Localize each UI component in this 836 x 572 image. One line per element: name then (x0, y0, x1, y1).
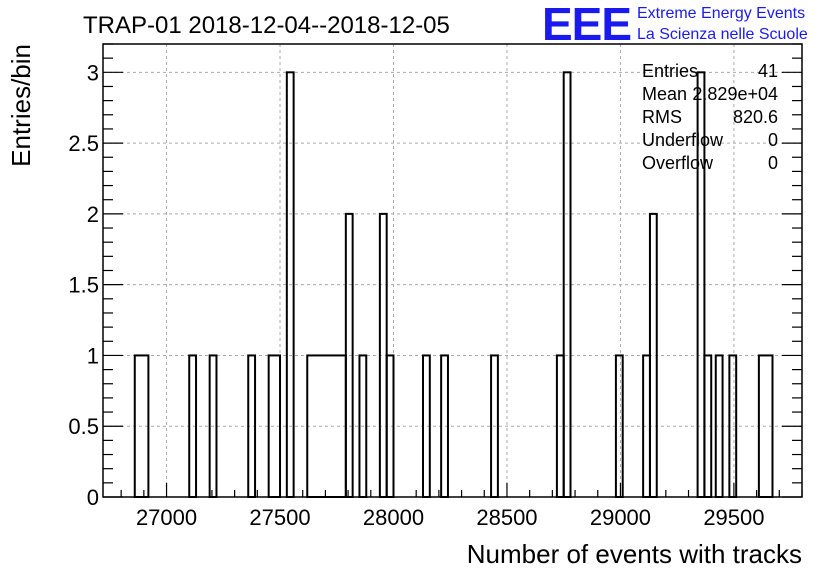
x-tick-label: 29500 (703, 505, 764, 530)
y-tick-label: 2.5 (68, 131, 99, 156)
x-tick-label: 28500 (476, 505, 537, 530)
y-tick-labels: 0 0.5 1 1.5 2 2.5 3 (68, 60, 99, 510)
x-tick-label: 28000 (363, 505, 424, 530)
x-tick-label: 27500 (249, 505, 310, 530)
x-tick-label: 29000 (590, 505, 651, 530)
chart-title: TRAP-01 2018-12-04--2018-12-05 (83, 12, 450, 39)
stat-value: 2.829e+04 (692, 84, 778, 104)
y-axis-title: Entries/bin (6, 44, 36, 167)
stat-value: 41 (758, 61, 778, 81)
stat-value: 0 (768, 153, 778, 173)
y-tick-label: 0 (87, 485, 99, 510)
eee-logo: EEE Extreme Energy Events La Scienza nel… (542, 0, 808, 50)
x-axis-title: Number of events with tracks (467, 539, 802, 569)
stat-label: Mean (642, 84, 687, 104)
logo-line-1: Extreme Energy Events (637, 5, 805, 22)
logo-line-2: La Scienza nelle Scuole (637, 26, 808, 43)
stat-label: Underflow (642, 130, 724, 150)
stat-value: 0 (768, 130, 778, 150)
y-tick-label: 3 (87, 60, 99, 85)
y-tick-label: 1.5 (68, 273, 99, 298)
y-tick-label: 1 (87, 343, 99, 368)
axis-ticks (103, 43, 803, 498)
stat-label: RMS (642, 107, 682, 127)
logo-mark: EEE (542, 0, 631, 50)
stats-box: Entries 41 Mean 2.829e+04 RMS 820.6 Underflow 0… (642, 61, 778, 173)
grid-lines (103, 44, 802, 497)
stat-value: 820.6 (733, 107, 778, 127)
x-tick-label: 27000 (136, 505, 197, 530)
stat-label: Overflow (642, 153, 714, 173)
y-tick-label: 0.5 (68, 414, 99, 439)
x-tick-labels: 27000 27500 28000 28500 29000 29500 (136, 505, 765, 530)
stat-label: Entries (642, 61, 698, 81)
y-tick-label: 2 (87, 202, 99, 227)
